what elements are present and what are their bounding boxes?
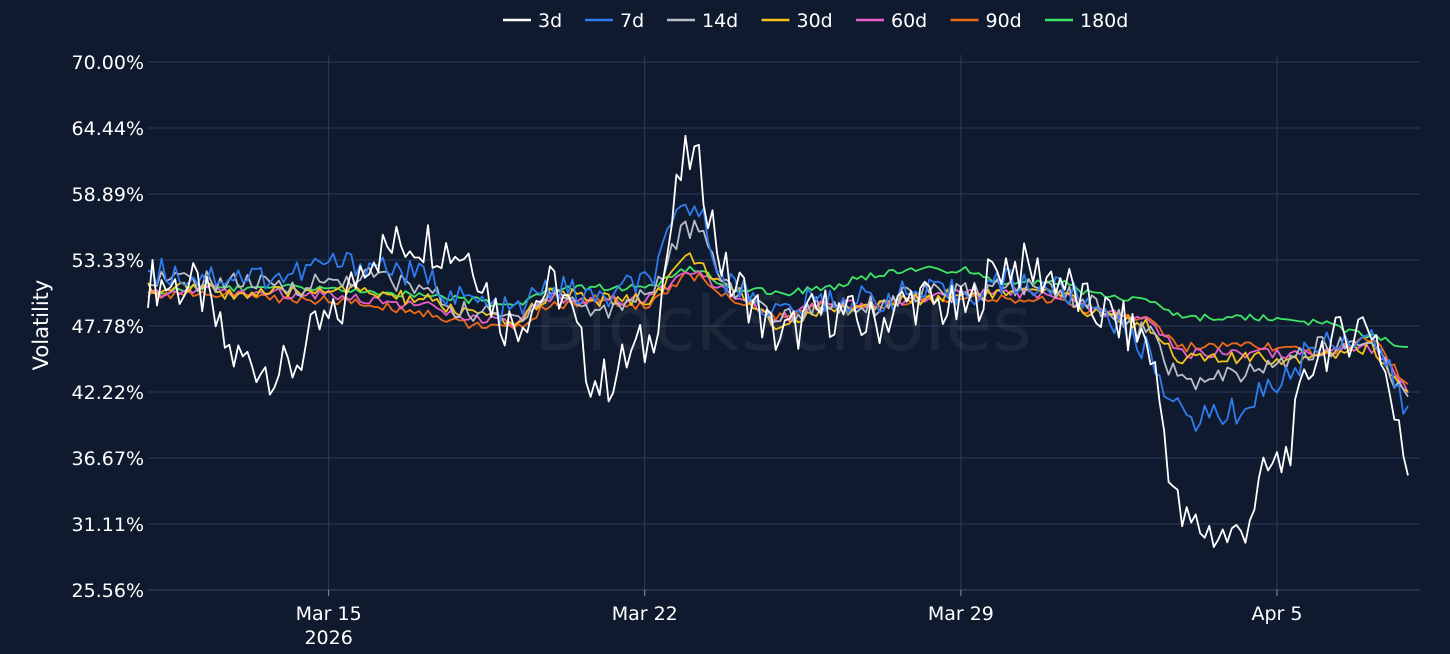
y-tick-label: 64.44%	[72, 118, 144, 140]
y-tick-label: 70.00%	[72, 52, 144, 74]
series-line-30d	[147, 252, 1409, 393]
legend-item-60d[interactable]: 60d	[856, 10, 927, 32]
legend-item-3d[interactable]: 3d	[503, 10, 562, 32]
x-tick-label: Mar 29	[928, 603, 994, 625]
legend-item-90d[interactable]: 90d	[950, 10, 1022, 32]
legend-item-30d[interactable]: 30d	[761, 10, 833, 32]
y-tick-label: 53.33%	[72, 250, 144, 272]
legend-label: 7d	[620, 10, 644, 32]
legend-label: 90d	[986, 10, 1022, 32]
series-line-7d	[147, 203, 1409, 432]
y-tick-label: 31.11%	[72, 514, 144, 536]
legend-item-180d[interactable]: 180d	[1045, 10, 1128, 32]
x-tick-sublabel: 2026	[304, 627, 352, 649]
legend-label: 3d	[538, 10, 562, 32]
x-tick-label: Mar 15	[296, 603, 362, 625]
x-tick-label: Apr 5	[1251, 603, 1302, 625]
y-tick-label: 36.67%	[72, 448, 144, 470]
watermark: BlockScholes	[534, 279, 1032, 368]
series-line-90d	[147, 271, 1409, 385]
legend-item-7d[interactable]: 7d	[585, 10, 644, 32]
series-line-180d	[147, 265, 1409, 348]
legend-label: 30d	[797, 10, 833, 32]
y-axis-label: Volatility	[29, 280, 53, 371]
y-tick-label: 47.78%	[72, 316, 144, 338]
legend-label: 180d	[1080, 10, 1128, 32]
series-line-3d	[147, 134, 1409, 548]
y-tick-label: 42.22%	[72, 382, 144, 404]
series-lines	[147, 134, 1409, 548]
y-axis-ticks: 25.56% 31.11% 36.67% 42.22% 47.78% 53.33% 58.8…	[72, 52, 144, 602]
legend[interactable]: 3d 7d 14d 30d 60d 90d 180d	[503, 10, 1128, 32]
y-tick-label: 25.56%	[72, 580, 144, 602]
x-tick-label: Mar 22	[612, 603, 678, 625]
y-tick-label: 58.89%	[72, 184, 144, 206]
legend-item-14d[interactable]: 14d	[667, 10, 738, 32]
legend-label: 14d	[702, 10, 738, 32]
legend-label: 60d	[891, 10, 927, 32]
